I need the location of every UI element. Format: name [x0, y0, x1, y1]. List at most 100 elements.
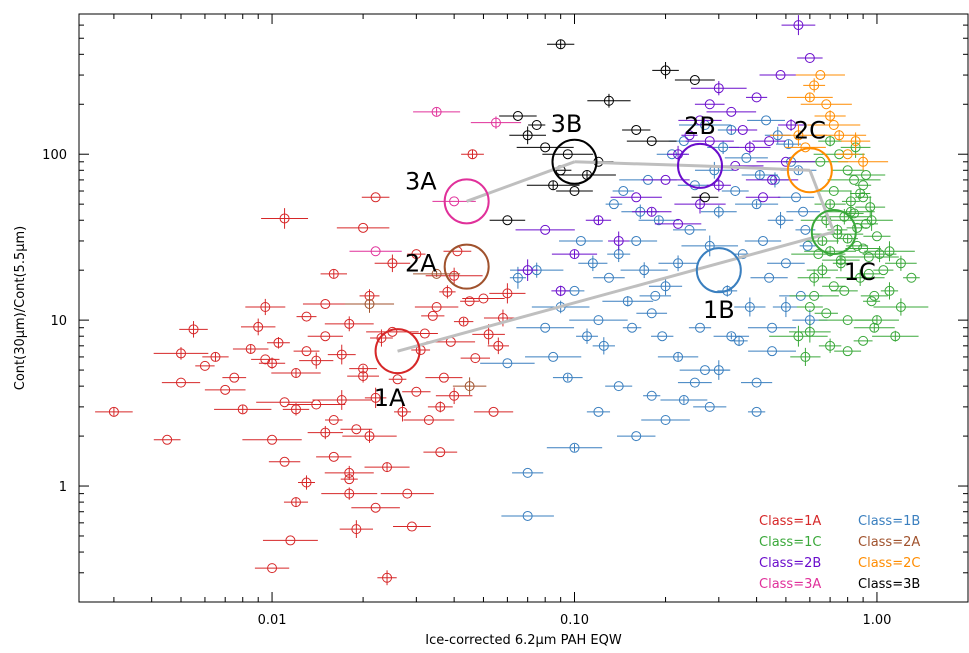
data-point [713, 331, 750, 342]
data-point [344, 295, 395, 313]
data-point [832, 255, 849, 272]
data-point [693, 401, 727, 412]
data-point [320, 268, 347, 279]
data-point [789, 321, 831, 343]
data-point [374, 254, 411, 273]
data-point [324, 465, 374, 480]
data-point [435, 387, 473, 405]
legend-item-class-2b: Class=2B [759, 556, 821, 571]
data-point [542, 149, 594, 160]
data-point [423, 447, 458, 458]
data-point [298, 475, 315, 490]
data-point [327, 344, 356, 365]
data-point [799, 240, 816, 251]
data-point [307, 425, 343, 440]
data-point [586, 406, 611, 417]
data-point [336, 222, 390, 233]
data-point [403, 415, 455, 426]
data-point [862, 246, 897, 263]
centroid-label-1a: 1A [374, 384, 406, 412]
data-point [759, 70, 802, 81]
data-point [559, 235, 603, 246]
data-point [677, 377, 712, 388]
data-point [312, 390, 372, 410]
data-point [489, 283, 526, 304]
data-point [551, 249, 598, 260]
data-point [654, 218, 702, 229]
data-point [95, 406, 133, 417]
data-point [179, 321, 208, 338]
data-point [741, 377, 773, 388]
data-point [487, 337, 509, 355]
data-point [347, 369, 380, 383]
data-point [795, 70, 845, 81]
data-point [786, 92, 833, 103]
data-point [512, 467, 544, 478]
data-point [690, 81, 747, 96]
x-tick-label: 1.00 [862, 613, 891, 628]
data-point [267, 336, 290, 349]
data-point [254, 563, 290, 574]
data-point [271, 368, 321, 379]
data-point [525, 351, 582, 362]
legend-item-class-3b: Class=3B [858, 577, 920, 592]
data-point [694, 99, 725, 110]
data-point [480, 358, 535, 369]
centroid-2b [677, 142, 724, 189]
data-point [316, 451, 352, 462]
data-point [593, 272, 625, 283]
data-point [806, 262, 838, 278]
data-point [864, 241, 915, 262]
data-point [735, 199, 779, 210]
data-point [516, 322, 575, 333]
y-tick-label: 1 [59, 480, 67, 495]
data-point [617, 431, 656, 442]
data-point [569, 315, 628, 326]
data-point [652, 61, 679, 79]
data-point [776, 139, 801, 150]
data-point [694, 161, 734, 179]
data-point [340, 424, 373, 435]
data-point [789, 290, 839, 301]
data-point [612, 186, 634, 197]
legend-item-class-3a: Class=3A [759, 577, 821, 592]
x-tick-label: 0.01 [258, 613, 287, 628]
centroid-2c [786, 147, 833, 194]
data-point [778, 119, 805, 131]
data-point [452, 377, 487, 395]
data-point [885, 255, 917, 271]
data-point [622, 322, 642, 333]
data-point [872, 330, 919, 342]
data-point [841, 132, 871, 150]
data-point [602, 296, 654, 307]
data-point [321, 487, 378, 500]
data-point [501, 510, 554, 521]
data-point [744, 235, 782, 246]
data-point [807, 119, 861, 130]
data-point [626, 136, 677, 147]
data-point [700, 205, 737, 219]
data-point [349, 246, 402, 257]
class-centroids: 1A 1B 1C 2A 2B 2C 3A 3B [374, 110, 876, 412]
data-point [631, 206, 672, 217]
data-point [658, 255, 698, 272]
data-point [691, 192, 719, 203]
data-points [95, 15, 929, 586]
data-point [489, 215, 526, 226]
data-point [516, 142, 574, 153]
data-point [256, 397, 313, 408]
data-point [747, 322, 797, 333]
data-point [903, 272, 920, 283]
data-point [425, 372, 463, 383]
data-point [526, 180, 580, 191]
data-point [863, 231, 891, 242]
data-point [307, 331, 343, 342]
centroid-label-1b: 1B [703, 296, 735, 324]
centroid-3b [551, 138, 598, 185]
data-point [558, 169, 616, 180]
data-point [854, 315, 899, 326]
data-point [299, 352, 334, 369]
data-point [660, 395, 708, 406]
data-point [622, 124, 651, 135]
